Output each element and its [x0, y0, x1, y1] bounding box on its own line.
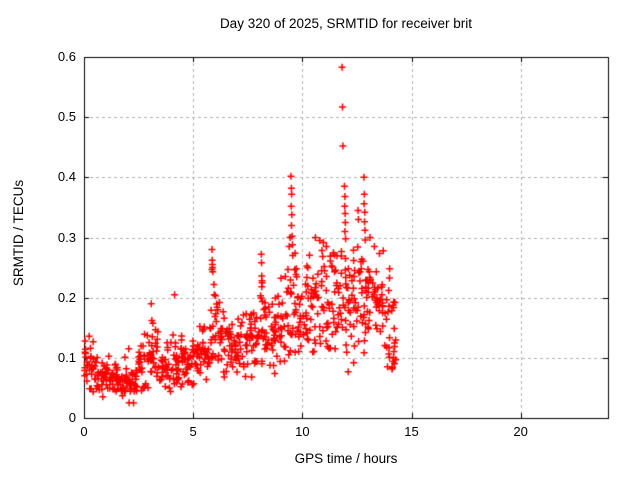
x-tick-label: 15	[404, 424, 419, 439]
y-tick-label: 0	[68, 410, 76, 425]
x-tick-label: 5	[189, 424, 197, 439]
y-tick-label: 0.6	[57, 49, 76, 64]
x-tick-label: 10	[295, 424, 310, 439]
y-tick-label: 0.5	[57, 109, 76, 125]
chart-title: Day 320 of 2025, SRMTID for receiver bri…	[219, 16, 473, 31]
x-axis-label: GPS time / hours	[294, 451, 398, 466]
x-tick-label: 0	[80, 424, 88, 439]
y-tick-label: 0.2	[57, 289, 76, 305]
x-tick-label: 20	[513, 424, 528, 439]
y-tick-label: 0.4	[57, 169, 76, 185]
y-tick-label: 0.3	[57, 229, 76, 245]
y-tick-label: 0.1	[57, 349, 76, 365]
